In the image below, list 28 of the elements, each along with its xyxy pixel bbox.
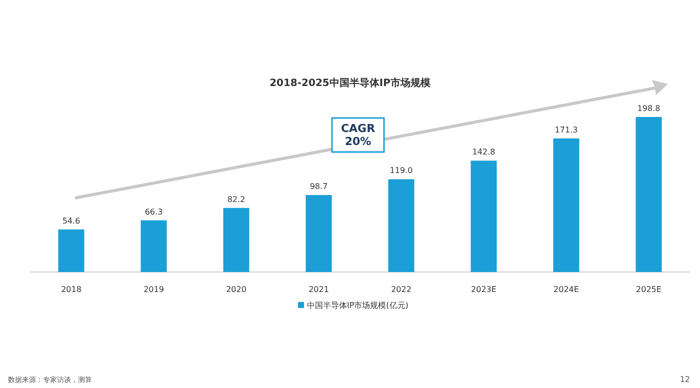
- x-tick-label: 2022: [391, 285, 412, 294]
- data-label: 66.3: [144, 207, 163, 216]
- x-tick-label: 2025E: [636, 285, 662, 294]
- x-tick-label: 2018: [61, 285, 82, 294]
- x-tick-label: 2024E: [554, 285, 579, 294]
- data-label: 198.8: [637, 104, 660, 113]
- bar: [306, 195, 332, 272]
- bar: [223, 208, 250, 272]
- bar: [388, 179, 414, 272]
- bar: [470, 160, 497, 272]
- bar: [636, 117, 662, 272]
- data-label: 82.2: [227, 194, 246, 204]
- annotation: CAGR 20%: [340, 122, 376, 148]
- legend-label: 中国半导体IP市场规模(亿元): [307, 301, 408, 310]
- bar: [140, 220, 167, 272]
- x-tick-label: 2023E: [471, 285, 496, 294]
- text: 12: [680, 375, 690, 384]
- data-label: 54.6: [62, 216, 80, 226]
- data-label: 171.3: [554, 125, 578, 134]
- data-label: 142.8: [472, 148, 496, 157]
- x-tick-label: 2021: [308, 285, 329, 294]
- bar: [58, 229, 84, 272]
- chart-title: 2018-2025中国半导体IP市场规模: [270, 77, 432, 89]
- x-tick-label: 2020: [226, 285, 246, 294]
- bar: [553, 138, 580, 272]
- x-tick-label: 2019: [144, 285, 164, 294]
- data-label: 98.7: [310, 182, 328, 192]
- data-label: 119.0: [390, 166, 413, 176]
